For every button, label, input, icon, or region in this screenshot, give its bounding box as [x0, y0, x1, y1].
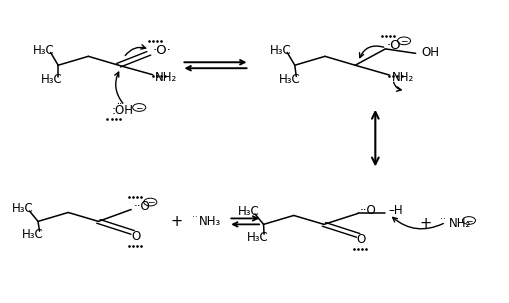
Text: +: +	[419, 216, 432, 231]
Text: H₃C: H₃C	[246, 231, 268, 244]
Text: NH₂: NH₂	[391, 71, 414, 84]
Text: NH₂: NH₂	[449, 217, 471, 230]
Text: −: −	[465, 216, 473, 225]
Text: H₃C: H₃C	[22, 228, 44, 241]
Text: OH: OH	[421, 46, 440, 59]
Text: NH₃: NH₃	[199, 215, 221, 228]
Text: H₃C: H₃C	[41, 73, 62, 86]
Text: H₃C: H₃C	[12, 202, 34, 215]
Text: O: O	[357, 233, 366, 246]
Text: –H: –H	[388, 204, 403, 217]
Text: NH₂: NH₂	[155, 71, 177, 84]
Text: −: −	[400, 36, 408, 45]
Text: H₃C: H₃C	[237, 205, 259, 218]
Text: ··O: ··O	[360, 204, 377, 217]
Text: −: −	[147, 198, 154, 207]
Text: +: +	[171, 214, 183, 229]
Text: ··: ··	[440, 215, 446, 224]
Text: H₃C: H₃C	[33, 44, 55, 57]
Text: ··: ··	[192, 213, 198, 222]
Text: O: O	[131, 230, 141, 243]
Text: H₃C: H₃C	[278, 73, 300, 86]
Text: ··O: ··O	[134, 200, 151, 213]
Text: −: −	[135, 103, 143, 112]
Text: ·O·: ·O·	[153, 44, 172, 57]
Text: ·O·: ·O·	[386, 39, 405, 52]
Text: :ÖH: :ÖH	[111, 104, 133, 117]
Text: H₃C: H₃C	[270, 44, 291, 57]
